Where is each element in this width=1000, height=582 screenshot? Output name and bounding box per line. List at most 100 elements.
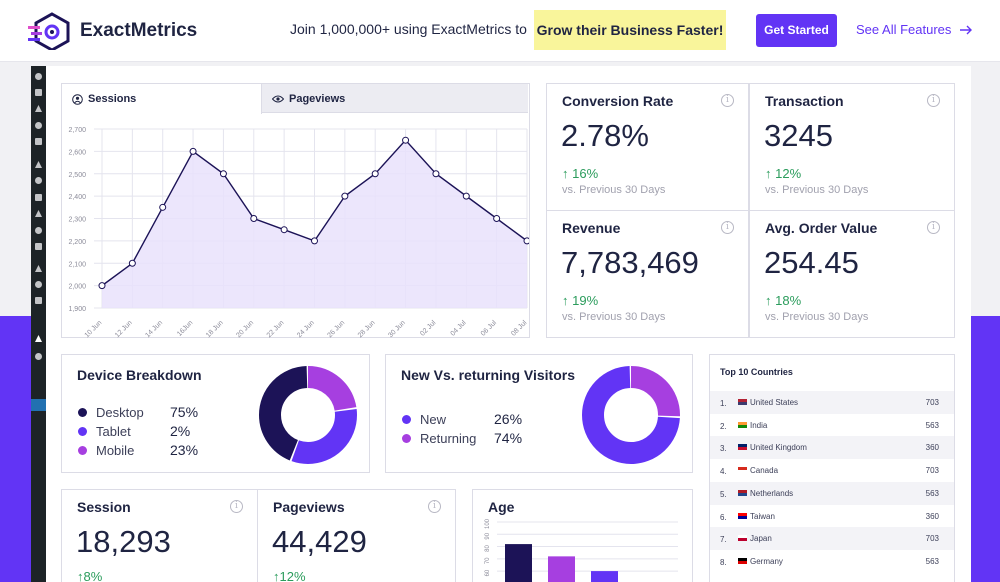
country-value: 703 — [925, 398, 939, 407]
stat-title: Transaction — [765, 93, 844, 109]
settings-icon[interactable] — [34, 226, 43, 235]
donut-slice-desktop[interactable] — [259, 366, 357, 464]
data-point[interactable] — [250, 215, 258, 222]
data-point[interactable] — [280, 226, 288, 234]
netherlands-flag-icon — [738, 489, 747, 496]
data-point[interactable] — [371, 170, 379, 178]
country-rank: 1. — [720, 399, 727, 408]
data-point[interactable] — [159, 203, 167, 211]
legend-label: New — [420, 411, 447, 427]
country-row[interactable]: 3. United Kingdom 360 — [710, 436, 954, 460]
country-value: 703 — [925, 466, 939, 476]
country-row[interactable]: 6. Taiwan 360 — [710, 505, 954, 528]
info-icon[interactable]: i — [927, 221, 940, 234]
donut-slice-tablet[interactable] — [259, 366, 357, 464]
x-tick-label: 14 Jun — [144, 319, 164, 338]
currency-icon[interactable] — [34, 137, 43, 146]
data-point[interactable] — [462, 192, 470, 200]
brush-icon[interactable] — [34, 160, 43, 169]
country-value: 563 — [925, 488, 939, 498]
country-row[interactable]: 2. India 563 — [710, 414, 954, 437]
palette-icon[interactable] — [34, 88, 43, 97]
data-point[interactable] — [402, 136, 410, 144]
uk-flag-icon — [738, 444, 747, 451]
age-bar[interactable] — [591, 571, 618, 582]
info-icon[interactable]: i — [230, 500, 243, 513]
donut-slice-new[interactable] — [582, 366, 680, 464]
pages-icon[interactable] — [34, 104, 43, 113]
analytics-icon[interactable] — [34, 296, 43, 305]
stat-change: ↑ 12% — [765, 166, 801, 181]
country-name: United States — [750, 398, 799, 407]
country-rank: 4. — [720, 467, 727, 477]
top-banner: ExactMetrics Join 1,000,000+ using Exact… — [0, 0, 1000, 62]
arrow-up-icon: ↑ — [562, 166, 569, 181]
data-point[interactable] — [341, 192, 349, 200]
y-tick-label: 100 — [485, 518, 491, 529]
visitors-donut-chart — [582, 366, 680, 464]
tools-icon[interactable] — [34, 242, 43, 251]
wrench-icon[interactable] — [34, 209, 43, 218]
circle-play-icon[interactable] — [34, 352, 43, 361]
data-point[interactable] — [98, 282, 106, 290]
exactmetrics-icon[interactable] — [34, 334, 43, 343]
arrow-up-icon: ↑ — [77, 569, 84, 582]
comments-icon[interactable] — [34, 121, 43, 130]
country-name: United Kingdom — [750, 443, 807, 453]
plugin-icon[interactable] — [34, 176, 43, 185]
data-point[interactable] — [493, 215, 501, 222]
stat-value: 44,429 — [272, 524, 367, 559]
data-point[interactable] — [432, 170, 440, 178]
legend-value: 2% — [170, 423, 191, 439]
stat-change: ↑12% — [273, 569, 306, 582]
info-icon[interactable]: i — [927, 94, 940, 107]
media-icon[interactable] — [34, 280, 43, 289]
get-started-button[interactable]: Get Started — [756, 14, 837, 47]
pin-icon[interactable] — [34, 72, 43, 81]
stat-change-value: 8% — [83, 569, 103, 582]
brand-logo[interactable]: ExactMetrics — [28, 12, 197, 50]
series-area — [102, 140, 527, 308]
features-label: See All Features — [856, 22, 952, 37]
tab-pageviews[interactable]: Pageviews — [262, 84, 528, 113]
country-row[interactable]: 8. Germany 563 — [710, 550, 954, 573]
data-point[interactable] — [311, 237, 318, 245]
stat-change-value: 12% — [279, 569, 306, 582]
age-bar[interactable] — [505, 544, 532, 582]
country-value: 360 — [925, 511, 939, 521]
stat-change-value: 18% — [775, 293, 802, 308]
legend-new: New 26% — [402, 411, 522, 427]
top-countries-card: Top 10 Countries 1. United States 703 2. Ind… — [709, 354, 955, 582]
country-row[interactable]: 1. United States 703 — [710, 391, 954, 414]
tab-sessions[interactable]: Sessions — [62, 84, 262, 114]
y-tick-label: 80 — [485, 545, 491, 552]
stat-card-transaction: Transaction i 3245 ↑ 12% vs. Previous 30… — [749, 83, 955, 211]
country-row[interactable]: 5. Netherlands 563 — [710, 481, 954, 505]
data-point[interactable] — [128, 259, 136, 267]
country-row[interactable]: 4. Canada 703 — [710, 459, 954, 482]
tab-sessions-label: Sessions — [88, 93, 137, 105]
donut-slice-returning[interactable] — [582, 366, 680, 464]
wp-admin-sidebar — [31, 66, 46, 582]
donut-slice-mobile[interactable] — [259, 366, 357, 464]
info-icon[interactable]: i — [721, 94, 734, 107]
y-tick-label: 2,600 — [68, 149, 86, 156]
info-icon[interactable]: i — [428, 500, 441, 513]
x-tick-label: 04 Jul — [450, 319, 468, 337]
users-icon[interactable] — [34, 193, 43, 202]
see-all-features-link[interactable]: See All Features — [856, 22, 973, 37]
stat-value: 2.78% — [561, 118, 649, 153]
arrow-up-icon: ↑ — [765, 166, 772, 181]
stat-value: 254.45 — [764, 245, 859, 280]
x-tick-label: 30 Jun — [387, 319, 407, 338]
data-point[interactable] — [219, 170, 227, 178]
us-flag-icon — [738, 399, 747, 405]
y-tick-label: 2,000 — [68, 284, 86, 291]
info-icon[interactable]: i — [721, 221, 734, 234]
age-bar[interactable] — [548, 556, 575, 582]
country-row[interactable]: 7. Japan 703 — [710, 527, 954, 551]
stat-title: Revenue — [562, 220, 621, 236]
data-point[interactable] — [523, 237, 529, 245]
collapse-icon[interactable] — [34, 264, 43, 273]
data-point[interactable] — [189, 147, 197, 155]
